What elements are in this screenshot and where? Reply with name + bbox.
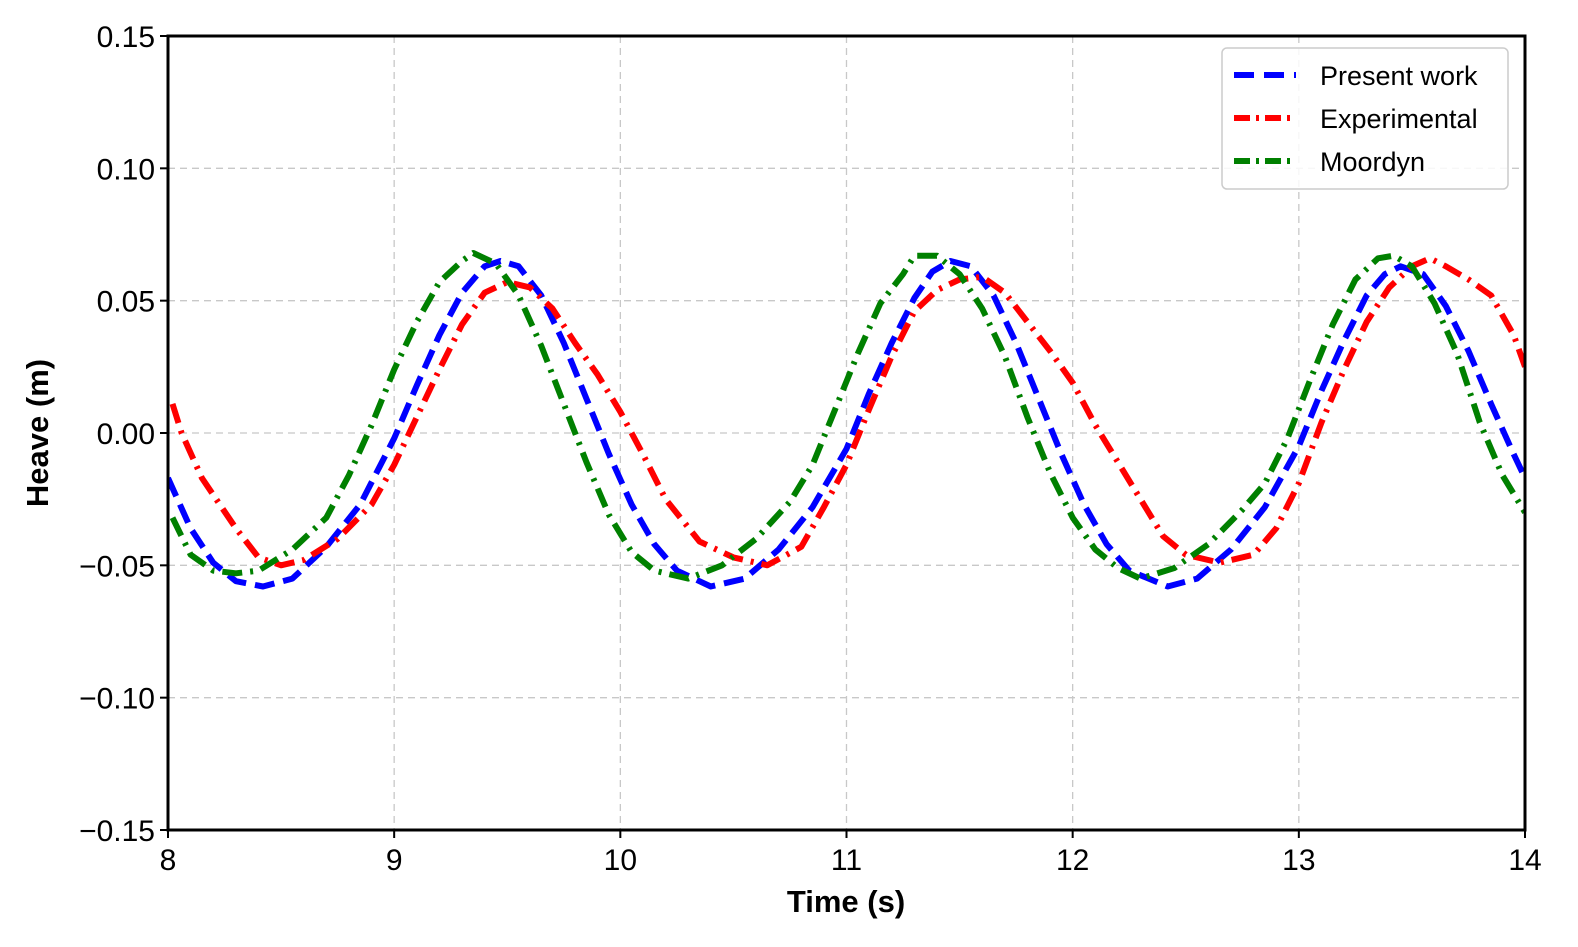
- axis-ticks: 8 9 10 11 12 13 14 −0.15 −0.10 −0.05 0.00 0.05 0.10 0…: [79, 21, 1542, 877]
- y-tick-label: 0.10: [97, 153, 155, 186]
- x-tick-label: 13: [1282, 844, 1315, 877]
- x-tick-label: 8: [160, 844, 177, 877]
- y-tick-label: 0.05: [97, 286, 155, 319]
- series-line-moordyn: [169, 250, 1525, 582]
- x-tick-label: 9: [386, 844, 403, 877]
- legend: Present work Experimental Moordyn: [1221, 47, 1509, 190]
- x-tick-label: 12: [1056, 844, 1089, 877]
- legend-label: Moordyn: [1320, 147, 1425, 177]
- legend-label: Present work: [1320, 61, 1478, 91]
- series-line-experimental: [169, 255, 1525, 569]
- y-tick-label: −0.10: [79, 683, 155, 716]
- legend-box: [1221, 47, 1509, 190]
- x-tick-label: 10: [604, 844, 637, 877]
- y-axis-title: Heave (m): [20, 359, 55, 507]
- series-line-present-work: [168, 258, 1525, 590]
- y-tick-label: −0.15: [79, 815, 155, 848]
- y-tick-label: −0.05: [79, 550, 155, 583]
- y-tick-label: 0.15: [97, 21, 155, 54]
- series-group: [168, 250, 1525, 590]
- y-tick-label: 0.00: [97, 418, 155, 451]
- x-axis-title: Time (s): [787, 884, 905, 919]
- legend-label: Experimental: [1320, 104, 1478, 134]
- x-tick-label: 11: [831, 844, 862, 877]
- x-tick-label: 14: [1508, 844, 1541, 877]
